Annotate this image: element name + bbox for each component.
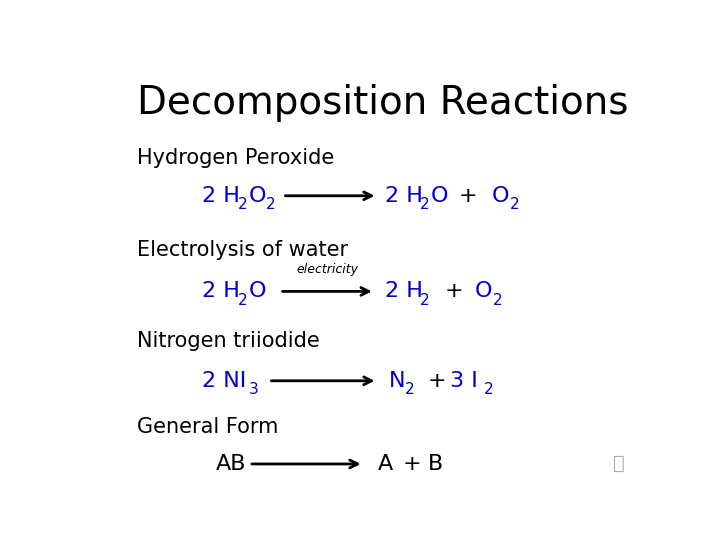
Text: O: O [475,281,492,301]
Text: AB: AB [215,454,246,474]
Text: B: B [428,454,443,474]
Text: Hydrogen Peroxide: Hydrogen Peroxide [138,148,335,168]
Text: 2: 2 [238,198,248,212]
Text: General Form: General Form [138,416,279,436]
Text: 3 I: 3 I [450,371,477,391]
Text: +: + [428,371,446,391]
Text: +: + [402,454,421,474]
Text: Decomposition Reactions: Decomposition Reactions [138,84,629,122]
Text: Nitrogen triiodide: Nitrogen triiodide [138,332,320,352]
FancyArrowPatch shape [252,460,358,468]
Text: 2 H: 2 H [202,281,240,301]
Text: O: O [249,186,266,206]
Text: 2 H: 2 H [202,186,240,206]
FancyArrowPatch shape [271,377,372,384]
Text: O: O [249,281,266,301]
Text: 2 NI: 2 NI [202,371,246,391]
Text: 2 H: 2 H [384,281,423,301]
FancyArrowPatch shape [285,192,372,200]
Text: 3: 3 [249,382,258,397]
Text: 2: 2 [483,382,493,397]
Text: A: A [377,454,392,474]
Text: 2: 2 [510,198,520,212]
Text: 2: 2 [238,293,248,308]
Text: +: + [444,281,463,301]
FancyArrowPatch shape [282,287,369,295]
Text: N: N [389,371,405,391]
Text: 2: 2 [266,198,275,212]
Text: O: O [492,186,509,206]
Text: 2: 2 [420,198,430,212]
Text: electricity: electricity [296,262,358,275]
Text: 2: 2 [405,382,415,397]
Text: +: + [459,186,477,206]
Text: 2 H: 2 H [384,186,423,206]
Text: 2: 2 [493,293,503,308]
Text: 2: 2 [420,293,430,308]
Text: Electrolysis of water: Electrolysis of water [138,240,348,260]
Text: O: O [431,186,448,206]
Text: Ⓤ: Ⓤ [613,454,625,473]
